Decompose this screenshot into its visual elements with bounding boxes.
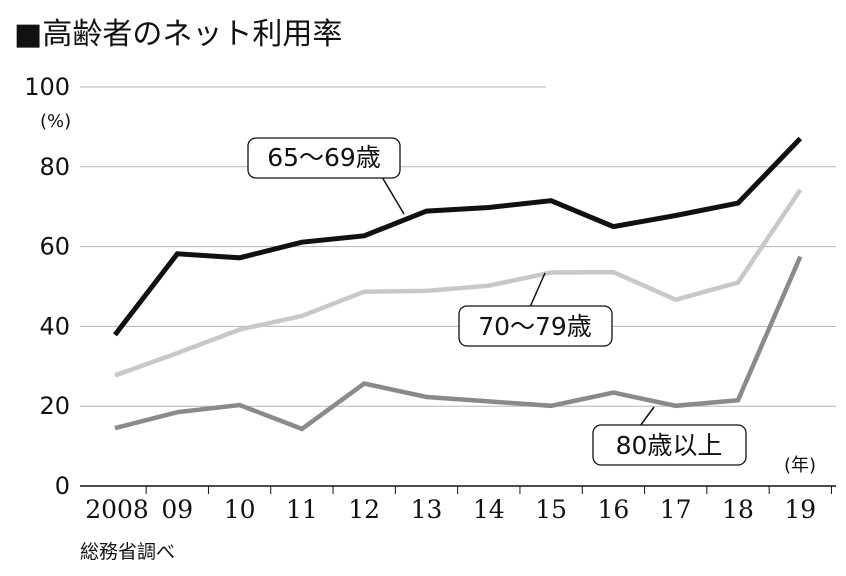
x-tick-label: 14 [473, 495, 505, 524]
x-tick-label: 17 [660, 495, 692, 524]
callout-80-plus: 80歳以上 [592, 406, 747, 466]
y-axis-ticks: 0 20 40 60 80 100 [24, 73, 70, 500]
y-tick-label: 0 [55, 472, 70, 500]
x-tick-label: 15 [535, 495, 567, 524]
callout-65-69: 65〜69歳 [247, 137, 405, 215]
series-line [113, 136, 803, 337]
y-axis-unit-label: (%) [40, 111, 71, 132]
x-tick-label: 12 [348, 495, 380, 524]
series-label-80-plus: 80歳以上 [616, 431, 723, 460]
callout-box [592, 424, 747, 466]
callout-box [458, 305, 613, 347]
callout-pointer [639, 406, 655, 427]
x-axis-unit-label: (年) [784, 455, 816, 476]
x-tick-label: 16 [597, 495, 629, 524]
series-label-65-69: 65〜69歳 [267, 143, 381, 172]
x-tick-label: 09 [161, 495, 193, 524]
callout-70-79: 70〜79歳 [458, 272, 613, 347]
chart-title: ■高齢者のネット利用率 [14, 17, 342, 52]
series-line [114, 188, 803, 378]
series-label-70-79: 70〜79歳 [478, 312, 592, 341]
x-tick-label: 11 [286, 495, 318, 524]
callout-pointer [381, 176, 405, 215]
series-callouts: 65〜69歳 70〜79歳 80歳以上 [247, 137, 747, 466]
x-tick-label: 18 [722, 495, 754, 524]
series-lines [113, 136, 803, 432]
x-tick-label: 10 [224, 495, 256, 524]
y-tick-label: 80 [39, 153, 70, 181]
y-tick-label: 60 [39, 233, 70, 261]
source-note: 総務省調べ [80, 541, 175, 563]
x-axis: 2008 09 10 11 12 13 14 15 16 17 18 19 [80, 485, 836, 524]
x-tick-label: 13 [411, 495, 443, 524]
y-tick-label: 40 [39, 312, 70, 340]
gridlines [80, 86, 836, 407]
callout-box [247, 137, 401, 179]
x-tick-label: 2008 [85, 495, 149, 524]
y-tick-label: 100 [24, 73, 70, 101]
callout-pointer [529, 272, 546, 308]
series-line [114, 255, 803, 432]
y-tick-label: 20 [39, 392, 70, 420]
x-tick-label: 19 [784, 495, 816, 524]
